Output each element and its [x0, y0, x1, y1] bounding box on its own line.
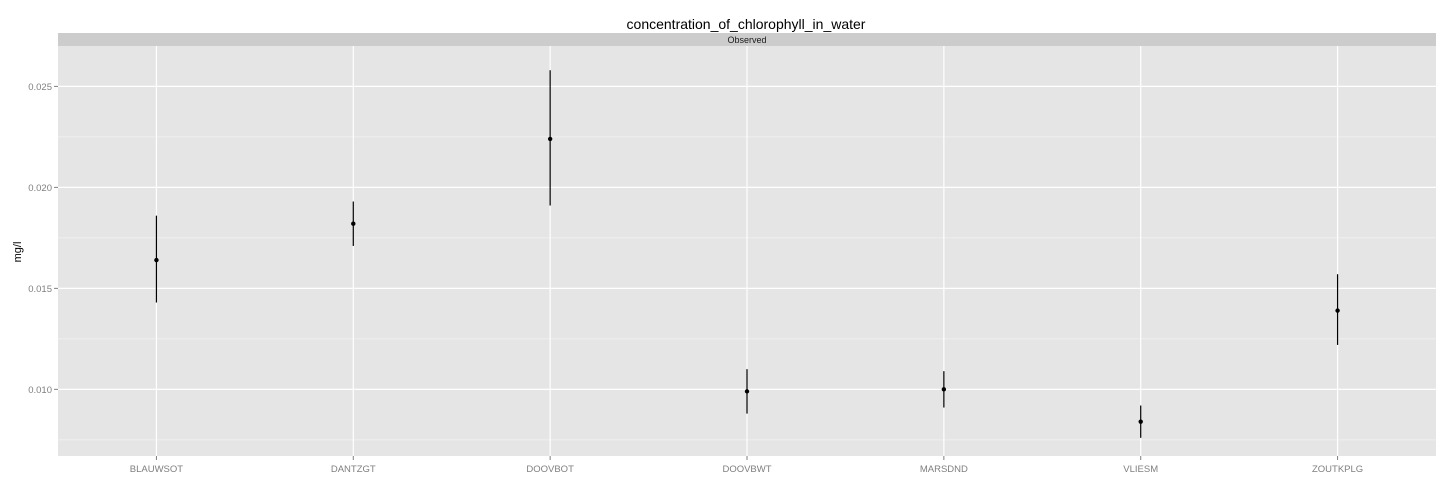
data-point: [351, 221, 356, 226]
x-tick-label: DOOVBWT: [722, 464, 771, 475]
data-point: [941, 387, 947, 392]
data-point: [154, 257, 159, 263]
data-point: [1335, 308, 1340, 313]
y-axis: 0.010 0.015 0.020 0.025: [28, 82, 58, 396]
y-axis-title: mg/l: [12, 242, 24, 263]
data-point: [547, 136, 553, 142]
x-tick-label: MARSDND: [920, 464, 968, 475]
x-tick-label: DANTZGT: [331, 464, 376, 475]
y-tick-label: 0.020: [28, 183, 52, 194]
data-point: [744, 389, 750, 394]
y-tick-label: 0.015: [28, 284, 52, 295]
facet-strip: [58, 33, 1436, 46]
chart-title: concentration_of_chlorophyll_in_water: [627, 16, 866, 32]
data-marks: [154, 70, 1340, 438]
x-tick-label: VLIESM: [1123, 464, 1158, 475]
x-axis: BLAUWSOT DANTZGT DOOVBOT DOOVBWT MARSDND VLIE…: [130, 456, 1363, 475]
x-tick-label: DOOVBOT: [526, 464, 574, 475]
x-tick-label: BLAUWSOT: [130, 464, 184, 475]
y-tick-label: 0.010: [28, 385, 52, 396]
y-tick-label: 0.025: [28, 82, 52, 93]
facet-strip-label: Observed: [727, 35, 766, 45]
data-point: [1138, 419, 1143, 424]
x-tick-label: ZOUTKPLG: [1312, 464, 1363, 475]
